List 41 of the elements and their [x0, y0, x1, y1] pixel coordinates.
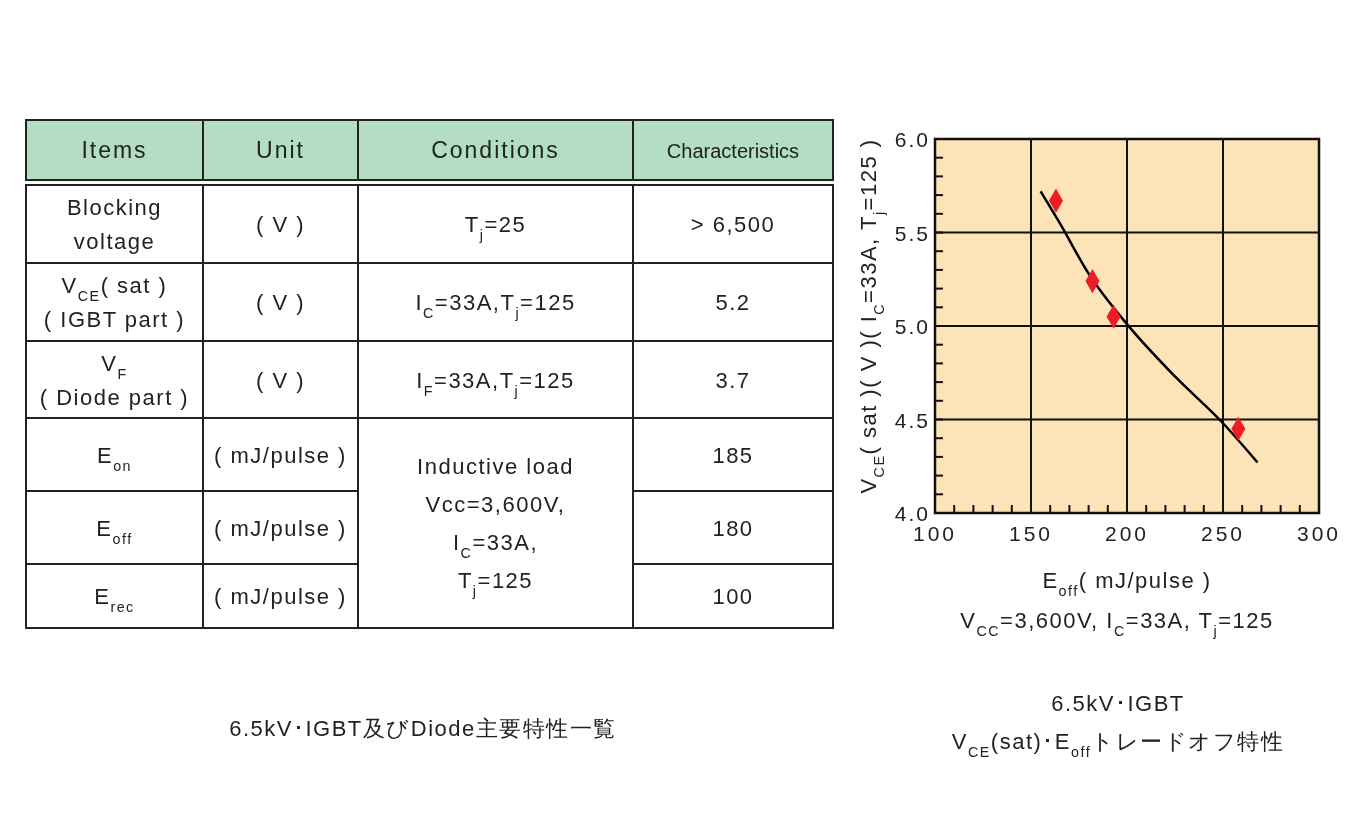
- y-tick-label: 4.5: [894, 408, 930, 432]
- category-label: Conditions: [431, 137, 560, 163]
- text: 3.7: [715, 367, 751, 393]
- text: E$_{off}$: [96, 515, 133, 547]
- category-label: Characteristics: [666, 140, 800, 162]
- x-tick-label: 250: [1200, 522, 1246, 545]
- x-axis-title: E$_{off}$( mJ/pulse ): [1042, 568, 1212, 599]
- text: ( V ): [255, 367, 306, 393]
- text: Inductive load Vcc=3,600V, I$_{C}$=33A, T$_{j}$=125: [417, 454, 574, 599]
- x-tick-label: 200: [1104, 522, 1150, 545]
- text: ( V ): [255, 212, 306, 237]
- text: 5.2: [715, 290, 751, 315]
- x-tick-label: 300: [1296, 522, 1342, 545]
- chart-title: 6.5kV･IGBT V$_{CE}$(sat)･E$_{off}$トレードオフ特性: [951, 691, 1285, 760]
- text: Blocking voltage: [66, 195, 163, 254]
- text: E$_{on}$: [96, 442, 133, 474]
- line-series: [1039, 190, 1259, 464]
- text: 185: [712, 442, 754, 468]
- text: ( mJ/pulse ): [214, 584, 347, 609]
- text: V$_{F}$ ( Diode part ): [39, 350, 190, 410]
- x-tick-label: 150: [1008, 522, 1054, 545]
- text: I$_{F}$=33A,T$_{j}$=125: [416, 367, 575, 399]
- text: I$_{C}$=33A,T$_{j}$=125: [415, 290, 576, 321]
- y-tick-label: 6.0: [894, 128, 930, 151]
- text: V$_{CE}$( sat ) ( IGBT part ): [43, 273, 186, 332]
- y-tick-label: 5.5: [894, 221, 930, 245]
- y-tick-label: 5.0: [894, 315, 930, 338]
- text: > 6,500: [690, 212, 776, 237]
- text: 100: [712, 584, 754, 609]
- text: 6.5kV･IGBT及びDiode主要特性一覧: [229, 716, 617, 741]
- text: 180: [712, 515, 754, 541]
- text: ( mJ/pulse ): [214, 442, 347, 468]
- x-tick-label: 100: [912, 522, 958, 545]
- text: T$_{j}$=25: [464, 212, 527, 243]
- text: E$_{rec}$: [94, 584, 135, 615]
- category-label: Items: [81, 137, 148, 163]
- text: V$_{CC}$=3,600V, I$_{C}$=33A, T$_{j}$=125: [960, 608, 1274, 639]
- text: ( mJ/pulse ): [214, 515, 347, 541]
- text: ( V ): [255, 290, 306, 315]
- category-label: Unit: [256, 137, 305, 163]
- y-tick-label: 4.0: [894, 502, 930, 525]
